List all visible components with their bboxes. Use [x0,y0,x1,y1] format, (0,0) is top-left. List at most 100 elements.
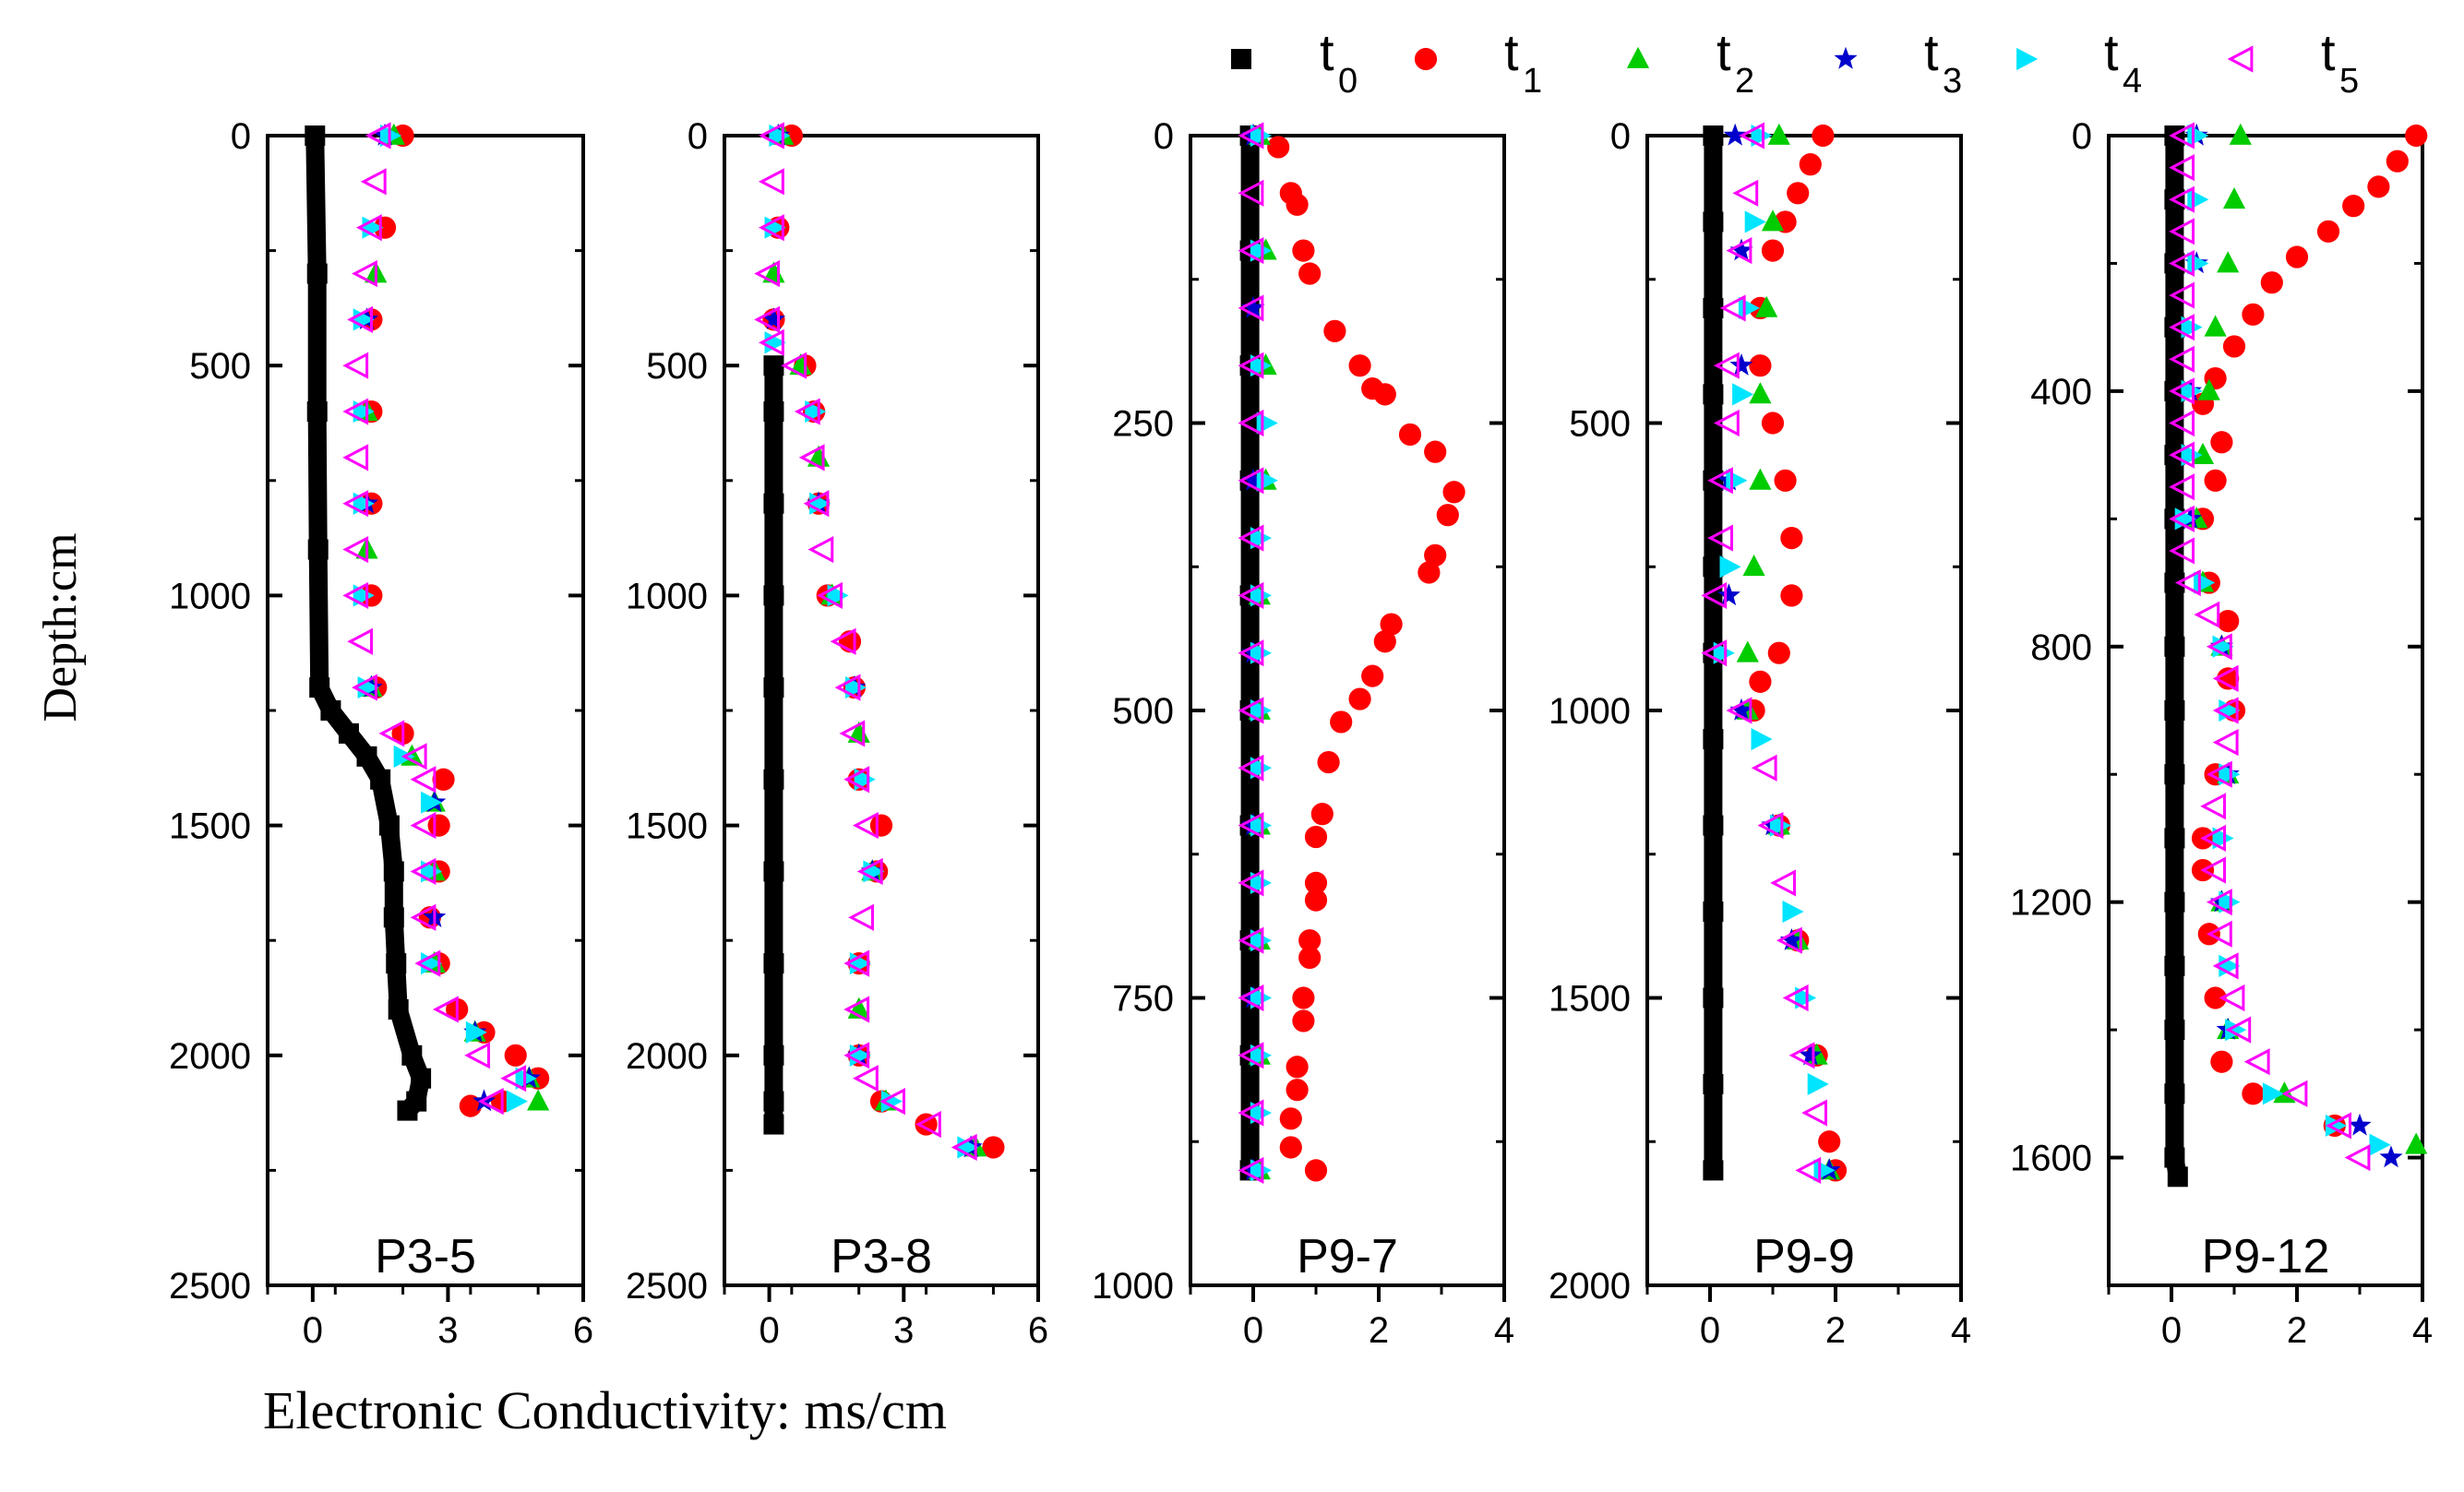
point-t5 [1238,352,1264,379]
point-t2 [2197,378,2220,400]
point-t5 [1238,1156,1264,1184]
point-t5 [843,1042,870,1069]
point-t5 [2225,1016,2252,1044]
point-t1 [2367,175,2390,198]
point-t5 [1238,294,1264,322]
series-t0-line [2165,136,2187,1178]
point-t5 [342,581,369,609]
point-t5 [951,1133,977,1162]
point-t5 [839,720,866,747]
point-t1 [2210,1050,2233,1073]
point-t1 [1436,504,1459,527]
point-t0 [763,1044,784,1066]
point-t5 [1238,1099,1264,1127]
point-t1 [1286,1079,1309,1102]
series-t4 [1713,124,1836,1182]
point-t1 [1749,354,1772,377]
legend-sub-t3: 3 [1943,62,1962,101]
y-tick-label: 2500 [626,1266,708,1307]
point-t5 [342,535,369,564]
y-tick-label: 1500 [626,806,708,847]
point-t1 [2242,1082,2265,1105]
point-t1 [1749,670,1772,693]
legend-marker-t0 [1231,49,1251,69]
point-t0 [1703,1160,1724,1181]
y-tick-label: 500 [1569,404,1631,445]
x-tick-label: 4 [2412,1310,2433,1351]
point-t1 [1373,383,1396,406]
point-t5 [1238,1042,1264,1069]
point-t5 [432,996,459,1023]
panel-P9-9: 0 500 1000 1500 2000 0 2 4 P9-9 [1549,116,1971,1351]
point-t0 [2164,700,2185,721]
series-t5 [2169,122,2371,1172]
point-t5 [2169,314,2195,341]
series-t5 [342,122,527,1116]
point-t5 [2212,729,2239,757]
point-t2 [1749,468,1772,490]
panel-frame [1189,134,1506,1287]
y-tick-label: 1000 [1092,1266,1174,1307]
point-t5 [2169,409,2195,437]
point-t0 [2167,1166,2188,1188]
legend-sub-t0: 0 [1338,62,1358,101]
point-t0 [1703,125,1724,146]
y-tick-label: 0 [1154,116,1174,157]
point-t0 [763,355,784,376]
point-t1 [1442,481,1465,504]
panel-name: P9-9 [1753,1230,1855,1283]
y-tick-label: 500 [189,346,251,387]
point-t1 [2386,149,2409,173]
legend-marker-t3 [1834,46,1858,69]
point-t1 [982,1136,1005,1159]
point-t1 [2204,469,2227,492]
point-t4 [2262,1082,2284,1105]
point-t1 [1348,687,1371,710]
x-tick-label: 2 [1825,1310,1846,1351]
point-t1 [1818,1130,1841,1153]
point-t5 [1238,984,1264,1012]
point-t0 [1703,556,1724,578]
point-t5 [1238,926,1264,954]
y-tick-label: 1500 [1549,979,1631,1020]
y-tick-label: 1000 [169,576,251,616]
point-t5 [2174,568,2201,597]
point-t5 [1238,869,1264,897]
y-tick-label: 1200 [2010,883,2092,924]
point-t1 [1298,262,1322,285]
point-t4 [1751,728,1773,751]
point-t1 [1304,825,1328,849]
point-t0 [378,815,400,836]
point-t0 [401,1044,423,1066]
point-t3 [1729,698,1753,721]
point-t5 [2344,1143,2371,1172]
point-t0 [307,539,329,560]
point-t5 [843,766,870,794]
series-t4 [764,124,979,1159]
point-t0 [388,998,409,1020]
series-t1 [1267,136,1465,1182]
point-t0 [763,1114,784,1135]
point-t5 [781,352,807,379]
point-t5 [2169,377,2195,405]
point-t1 [1292,239,1315,262]
point-t1 [1267,136,1290,159]
y-tick-label: 1500 [169,806,251,847]
y-tick-label: 1000 [626,576,708,616]
point-t5 [2169,441,2195,469]
point-t3 [1779,928,1803,950]
point-t5 [347,305,373,333]
series-t0 [305,125,432,1121]
legend-marker-t4 [2016,47,2039,71]
point-t1 [1286,1056,1309,1079]
point-t5 [2243,1048,2270,1076]
legend-marker-t5 [2227,45,2254,73]
point-t1 [1361,664,1384,687]
point-t5 [342,398,369,425]
x-tick-label: 0 [759,1310,779,1351]
point-t1 [1398,423,1422,447]
point-t5 [1782,984,1809,1012]
point-t1 [2204,986,2227,1009]
point-t5 [1801,1099,1827,1127]
